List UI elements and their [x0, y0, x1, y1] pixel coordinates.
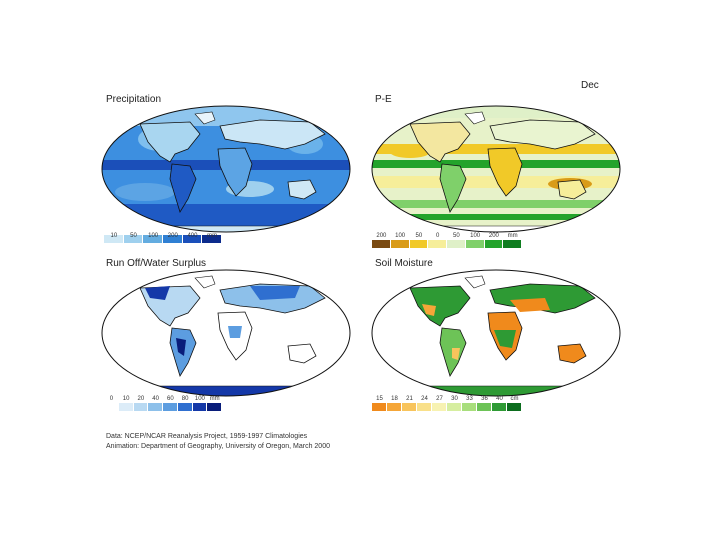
legend-swatch: [484, 240, 504, 248]
legend-tick-label: mm: [507, 233, 518, 239]
legend-tick-label: 50: [415, 233, 423, 239]
credit-data: Data: NCEP/NCAR Reanalysis Project, 1959…: [106, 433, 308, 440]
legend-tick-label: mm: [207, 233, 218, 239]
run-off-legend: [104, 403, 222, 411]
legend-tick-label: 100: [194, 396, 205, 402]
legend-swatch: [428, 240, 447, 248]
legend-tick-label: 10: [122, 396, 130, 402]
legend-swatch: [477, 403, 492, 411]
panel-title-p-e: P-E: [375, 94, 392, 105]
legend-swatch: [465, 240, 485, 248]
precipitation-legend: [104, 235, 222, 243]
soil-moisture-legend: [372, 403, 522, 411]
legend-swatch: [123, 235, 144, 243]
run-off-legend-ticks: 0 10 20 40 60 80 100 mm: [104, 396, 222, 402]
legend-swatch: [390, 240, 410, 248]
precipitation-legend-ticks: 10 50 100 200 400 mm: [104, 233, 222, 239]
legend-swatch: [162, 235, 183, 243]
legend-swatch: [507, 403, 522, 411]
legend-tick-label: 15: [376, 396, 383, 402]
legend-swatch: [387, 403, 402, 411]
legend-swatch: [133, 403, 149, 411]
legend-swatch: [462, 403, 477, 411]
legend-tick-label: 18: [391, 396, 398, 402]
legend-tick-label: 20: [137, 396, 145, 402]
legend-tick-label: 200: [167, 233, 178, 239]
legend-tick-label: 60: [167, 396, 174, 402]
legend-tick-label: 40: [496, 396, 503, 402]
legend-tick-label: 100: [395, 233, 406, 239]
legend-tick-label: 200: [376, 233, 387, 239]
legend-tick-label: 50: [453, 233, 460, 239]
legend-tick-label: 10: [110, 233, 118, 239]
legend-tick-label: 0: [109, 396, 114, 402]
legend-swatch: [104, 403, 119, 411]
legend-tick-label: 80: [181, 396, 189, 402]
legend-tick-label: 27: [436, 396, 443, 402]
legend-swatch: [143, 235, 163, 243]
legend-swatch: [163, 403, 178, 411]
panel-title-run-off: Run Off/Water Surplus: [106, 258, 207, 269]
legend-swatch: [432, 403, 447, 411]
legend-tick-label: mm: [209, 396, 220, 402]
legend-swatch: [207, 403, 222, 411]
legend-swatch: [409, 240, 429, 248]
soil-moisture-legend-ticks: 15 18 21 24 27 30 33 36 40 cm: [372, 396, 522, 402]
p-e-legend: [372, 240, 522, 248]
legend-swatch: [447, 403, 462, 411]
legend-swatch: [503, 240, 522, 248]
legend-tick-label: 0: [435, 233, 440, 239]
legend-tick-label: 36: [481, 396, 488, 402]
legend-swatch: [417, 403, 432, 411]
legend-tick-label: 33: [466, 396, 473, 402]
month-label: Dec: [581, 80, 599, 91]
legend-swatch: [177, 403, 193, 411]
legend-swatch: [104, 235, 124, 243]
panel-title-precipitation: Precipitation: [106, 94, 162, 105]
legend-swatch: [372, 240, 391, 248]
p-e-legend-ticks: 200 100 50 0 50 100 200 mm: [372, 233, 522, 239]
legend-tick-label: 200: [488, 233, 499, 239]
legend-swatch: [402, 403, 417, 411]
legend-swatch: [492, 403, 507, 411]
legend-tick-label: 40: [152, 396, 159, 402]
legend-swatch: [372, 403, 387, 411]
run-off-map: [101, 269, 351, 397]
legend-swatch: [192, 403, 208, 411]
legend-tick-label: 50: [130, 233, 137, 239]
legend-tick-label: 400: [187, 233, 198, 239]
panel-title-soil-moisture: Soil Moisture: [375, 258, 433, 269]
legend-swatch: [182, 235, 203, 243]
legend-swatch: [118, 403, 134, 411]
precipitation-map: [101, 105, 351, 233]
legend-tick-label: 100: [148, 233, 159, 239]
legend-tick-label: 30: [451, 396, 458, 402]
legend-swatch: [148, 403, 163, 411]
credit-animation: Animation: Department of Geography, Univ…: [106, 443, 330, 450]
p-e-map: [371, 105, 621, 233]
legend-tick-label: 100: [470, 233, 481, 239]
legend-tick-label: 24: [421, 396, 428, 402]
legend-swatch: [447, 240, 466, 248]
legend-tick-label: cm: [510, 396, 519, 402]
soil-moisture-map: [371, 269, 621, 397]
legend-tick-label: 21: [406, 396, 413, 402]
legend-swatch: [202, 235, 222, 243]
